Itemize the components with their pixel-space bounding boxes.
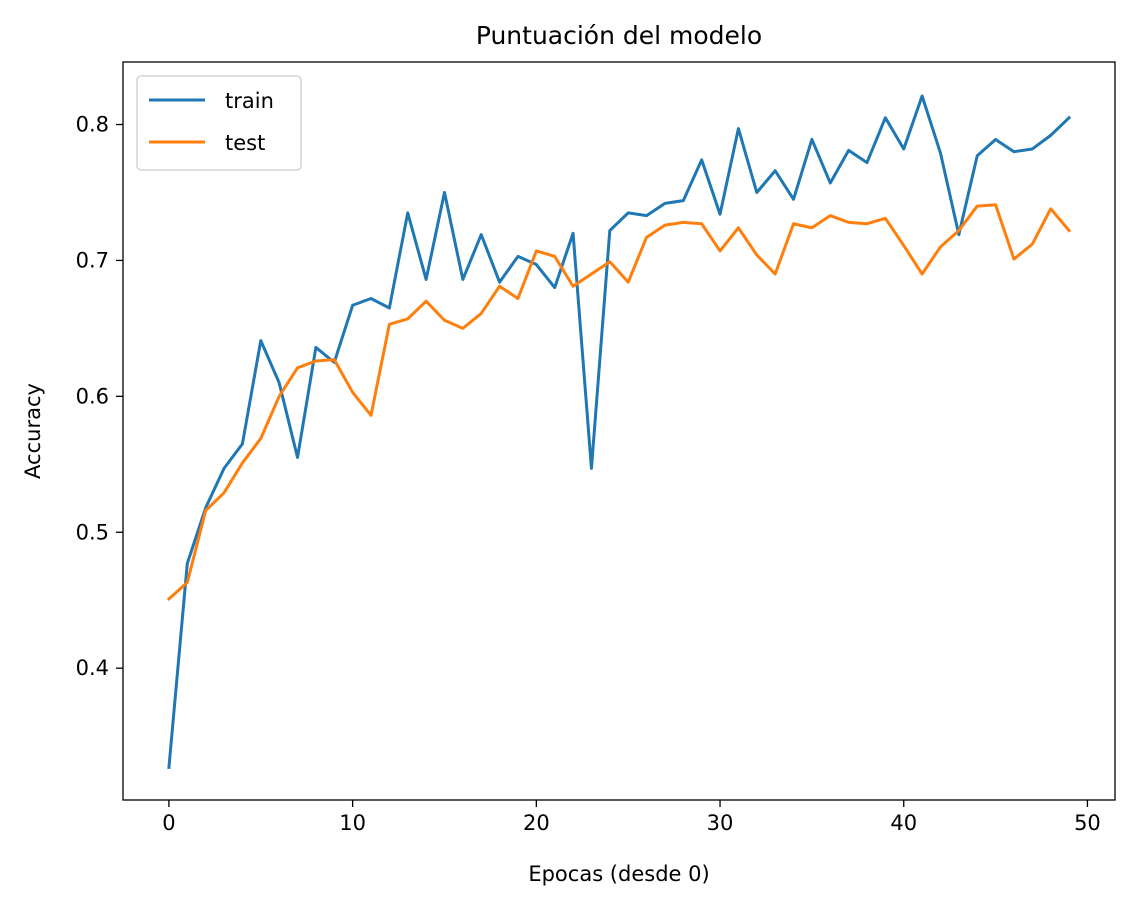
y-tick-label: 0.7 (76, 248, 109, 272)
x-tick-label: 0 (162, 811, 175, 835)
x-tick-label: 50 (1074, 811, 1101, 835)
x-tick-label: 30 (707, 811, 734, 835)
x-axis-ticks: 0 10 20 30 40 50 (162, 800, 1101, 835)
plot-lines (166, 94, 1072, 770)
plot-frame (122, 61, 1116, 801)
y-axis-ticks: 0.4 0.5 0.6 0.7 0.8 (76, 113, 123, 680)
series-line-test (166, 203, 1072, 601)
legend: train test (136, 75, 302, 171)
y-tick-label: 0.5 (76, 520, 109, 544)
x-axis-label: Epocas (desde 0) (528, 862, 709, 886)
series-line-train (167, 94, 1072, 770)
x-tick-label: 40 (890, 811, 917, 835)
y-tick-label: 0.8 (76, 113, 109, 137)
x-tick-label: 10 (339, 811, 366, 835)
x-tick-label: 20 (523, 811, 550, 835)
legend-label-train: train (225, 89, 274, 113)
y-axis-label: Accuracy (21, 383, 45, 479)
legend-label-test: test (225, 131, 265, 155)
y-tick-label: 0.6 (76, 384, 109, 408)
legend-box (136, 75, 302, 171)
chart-title: Puntuación del modelo (476, 21, 762, 50)
y-tick-label: 0.4 (76, 656, 109, 680)
